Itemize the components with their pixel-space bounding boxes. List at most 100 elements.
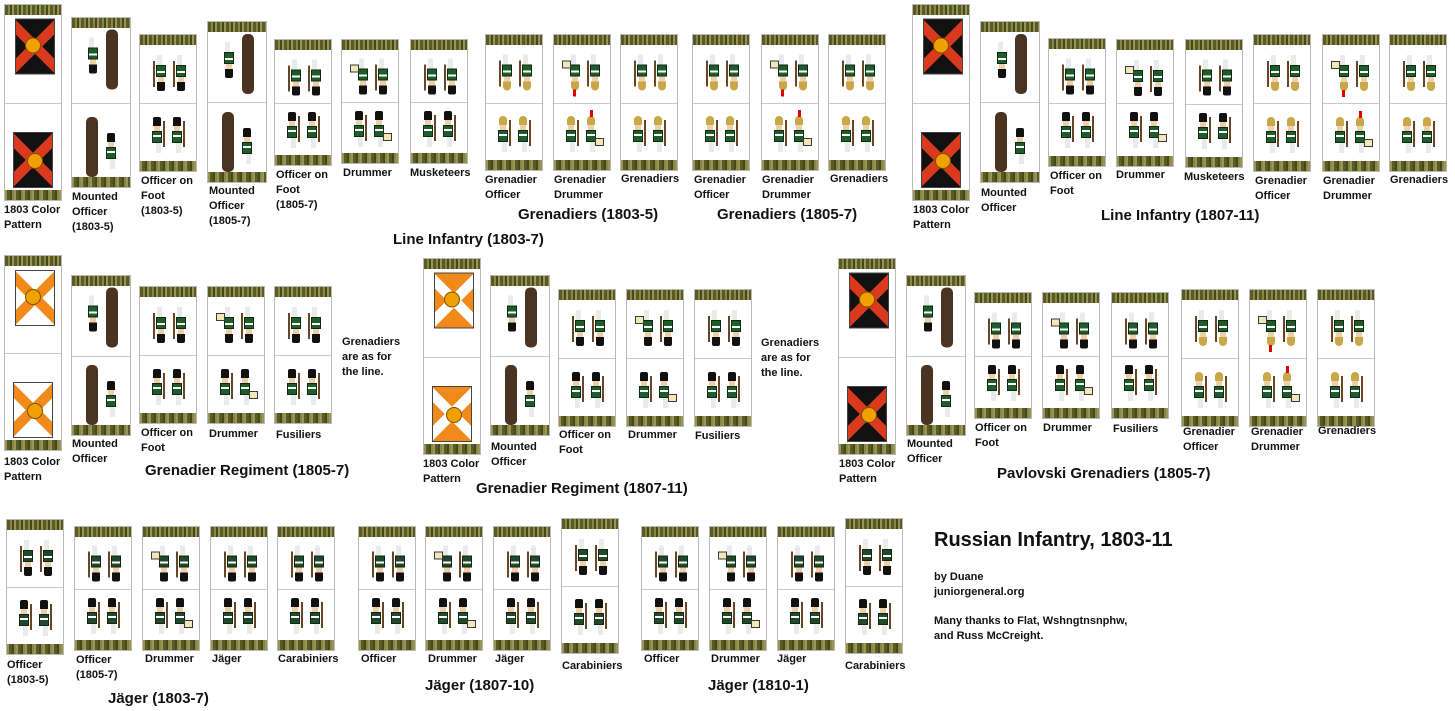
regimental-color-flag xyxy=(923,19,963,75)
grass-base xyxy=(1049,156,1105,166)
figure-card xyxy=(1249,289,1307,427)
soldier-figure xyxy=(1330,372,1344,416)
grass-base xyxy=(143,527,199,537)
soldier-figure xyxy=(506,597,520,642)
card-fold-line xyxy=(621,102,677,104)
grass-base xyxy=(1323,35,1379,45)
soldier-figure xyxy=(220,34,234,78)
soldier-figure xyxy=(526,597,540,642)
horse-figure xyxy=(505,365,517,425)
soldier-figure xyxy=(220,369,234,413)
soldier-figure xyxy=(525,381,539,425)
label-carabiniers: Carabiniers xyxy=(278,653,339,665)
soldier-figure xyxy=(526,538,540,582)
soldier-figure xyxy=(841,116,855,160)
label-drummer: Drummer xyxy=(343,167,392,179)
grass-base xyxy=(75,527,131,537)
grass-base xyxy=(1112,408,1168,418)
grass-base xyxy=(693,35,749,45)
soldier-figure xyxy=(498,47,512,91)
title-grenadiers-1803-5: Grenadiers (1803-5) xyxy=(518,206,659,223)
grass-base xyxy=(778,640,834,650)
soldier-figure xyxy=(1402,117,1416,161)
label-officer-on-foot: Officer on Foot xyxy=(141,427,193,454)
soldier-figure xyxy=(152,369,166,413)
soldier-figure xyxy=(354,110,368,155)
soldier-figure xyxy=(240,299,254,343)
label-officer: Officer xyxy=(361,653,397,665)
figure-card xyxy=(207,21,267,183)
soldier-figure xyxy=(1214,302,1228,346)
grass-base xyxy=(846,643,902,653)
soldier-figure xyxy=(287,111,301,156)
soldier-figure xyxy=(1214,372,1228,416)
figure-card xyxy=(641,526,699,651)
soldier-figure xyxy=(1350,372,1364,416)
soldier-figure xyxy=(841,47,855,91)
grass-base xyxy=(762,35,818,45)
thanks-note: Many thanks to Flat, Wshngtnsnphw, and R… xyxy=(934,615,1128,642)
soldier-figure xyxy=(107,597,121,642)
card-fold-line xyxy=(907,355,965,357)
soldier-figure xyxy=(858,599,872,643)
figure-card xyxy=(620,34,678,171)
grass-base xyxy=(494,527,550,537)
soldier-figure xyxy=(1402,47,1416,91)
soldier-figure xyxy=(1149,52,1163,96)
label-1803-color-pattern: 1803 Color Pattern xyxy=(913,204,970,231)
soldier-figure xyxy=(707,302,721,346)
grass-base xyxy=(5,440,61,450)
soldier-figure xyxy=(722,597,736,642)
grass-base xyxy=(975,408,1031,418)
soldier-figure xyxy=(152,299,166,343)
card-fold-line xyxy=(342,101,398,103)
label-fusiliers: Fusiliers xyxy=(695,430,741,442)
grass-base xyxy=(554,35,610,45)
title-pavlovski-grenadiers: Pavlovski Grenadiers (1805-7) xyxy=(997,465,1211,482)
grass-base xyxy=(140,161,196,171)
grass-base xyxy=(72,18,130,28)
soldier-figure xyxy=(518,116,532,160)
regimental-color-flag xyxy=(13,132,53,188)
soldier-figure xyxy=(987,364,1001,409)
label-1803-color-pattern: 1803 Color Pattern xyxy=(839,458,896,485)
note-grenadiers-as-line: Grenadiers are as for the line. xyxy=(342,336,401,378)
soldier-figure xyxy=(633,116,647,160)
soldier-figure xyxy=(307,52,321,96)
soldier-figure xyxy=(87,538,101,582)
card-fold-line xyxy=(554,102,610,104)
figure-card xyxy=(139,286,197,424)
label-grenadiers: Grenadiers xyxy=(1318,425,1377,437)
soldier-figure xyxy=(1258,302,1276,352)
soldier-figure xyxy=(290,597,304,642)
card-fold-line xyxy=(1318,358,1374,359)
soldier-figure xyxy=(240,369,258,413)
grass-base xyxy=(839,259,895,269)
horse-figure xyxy=(86,117,98,177)
card-fold-line xyxy=(75,588,131,590)
soldier-figure xyxy=(438,597,452,642)
card-fold-line xyxy=(1112,355,1168,357)
label-drummer: Drummer xyxy=(145,653,194,665)
card-fold-line xyxy=(975,355,1031,357)
soldier-figure xyxy=(993,34,1007,78)
title-line-infantry-1803-7: Line Infantry (1803-7) xyxy=(393,231,544,248)
grass-base xyxy=(981,22,1039,32)
card-fold-line xyxy=(491,355,549,357)
soldier-figure xyxy=(1144,305,1158,349)
byline: by Duane juniorgeneral.org xyxy=(934,571,1025,598)
grass-base xyxy=(627,416,683,426)
soldier-figure xyxy=(674,597,688,642)
soldier-figure xyxy=(725,47,739,91)
grass-base xyxy=(1112,293,1168,303)
grass-base xyxy=(1254,161,1310,171)
grass-base xyxy=(208,172,266,182)
figure-card xyxy=(274,39,332,166)
grass-base xyxy=(1043,293,1099,303)
card-fold-line xyxy=(913,102,969,104)
grass-base xyxy=(7,644,63,654)
grass-base xyxy=(275,40,331,50)
grass-base xyxy=(1390,161,1446,171)
soldier-figure xyxy=(1124,364,1138,409)
horse-figure xyxy=(106,288,118,348)
